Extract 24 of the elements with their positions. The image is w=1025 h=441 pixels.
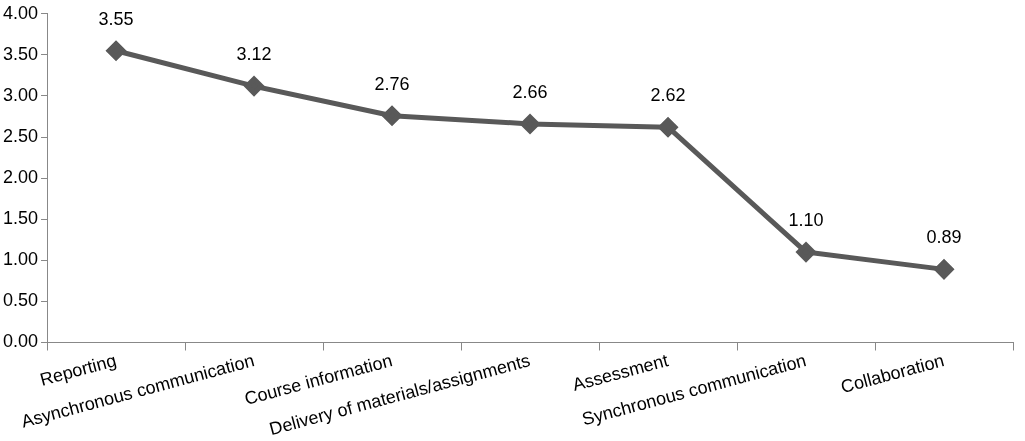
point: [520, 114, 540, 134]
point: [658, 117, 678, 137]
data-label: 2.76: [374, 73, 410, 94]
point: [244, 76, 264, 96]
y-tick-label: 1.00: [2, 249, 39, 270]
data-label: 3.55: [98, 8, 134, 29]
y-tick-label: 0.50: [2, 290, 39, 311]
data-label: 2.62: [650, 85, 686, 106]
data-label: 2.66: [512, 81, 548, 102]
data-label: 0.89: [926, 227, 962, 248]
y-tick-label: 1.50: [2, 208, 39, 229]
y-tick-label: 2.00: [2, 167, 39, 188]
y-tick-label: 3.50: [2, 43, 39, 64]
point: [796, 242, 816, 262]
data-label: 3.12: [236, 44, 272, 65]
data-label: 1.10: [788, 210, 824, 231]
y-tick-label: 4.00: [2, 2, 39, 23]
point: [934, 259, 954, 279]
point: [106, 41, 126, 61]
x-tick-label: Reporting: [37, 350, 119, 390]
point: [382, 106, 402, 126]
y-tick-label: 2.50: [2, 126, 39, 147]
y-tick-label: 3.00: [2, 84, 39, 105]
y-tick-label: 0.00: [2, 331, 39, 352]
